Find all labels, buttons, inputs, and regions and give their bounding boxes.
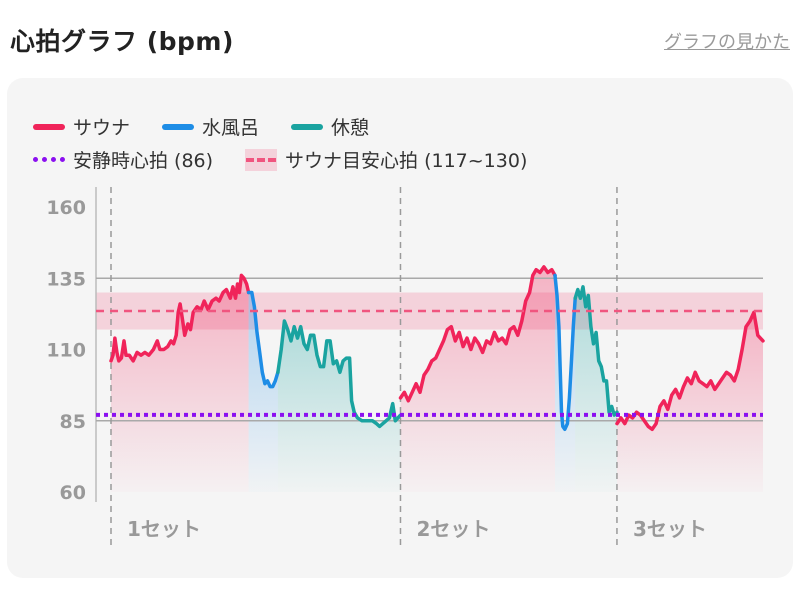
legend-item-sauna-target: サウナ目安心拍 (117~130) [245,146,527,173]
legend-swatch-sauna [33,123,65,130]
y-tick-label-110: 110 [46,340,86,362]
reference-layer [96,309,763,417]
legend-row-reference: 安静時心拍 (86) サウナ目安心拍 (117~130) [33,146,559,173]
set-label-3: 3セット [633,517,707,541]
area-fill-series-0-segment-2 [617,312,763,492]
area-fill-series-1-segment-0 [248,292,278,492]
legend-swatch-resting-hr [33,157,65,162]
line-series-0-segment-0 [109,273,251,363]
y-tick-label-60: 60 [60,482,86,504]
chart-card [7,78,793,578]
legend-item-cold-bath: 水風呂 [162,113,259,140]
graph-help-link[interactable]: グラフの見かた [664,32,790,53]
line-series-1-segment-0 [246,290,280,389]
line-series-0-segment-1 [398,265,557,403]
y-tick-label-85: 85 [60,411,86,433]
set-label-1: 1セット [127,517,201,541]
legend-label-resting-hr: 安静時心拍 (86) [73,150,214,172]
label-layer: 160 135 110 85 60 1セット 2セット 3セット [46,197,707,541]
legend-item-resting-hr: 安静時心拍 (86) [33,146,213,173]
legend-item-rest: 休憩 [291,113,369,140]
legend-item-sauna: サウナ [33,113,130,140]
area-fill-series-2-segment-0 [277,321,401,492]
area-fill-series-0-segment-0 [111,275,249,492]
legend-label-cold-bath: 水風呂 [202,117,260,139]
line-layer [109,265,765,432]
line-series-1-segment-1 [553,273,577,432]
legend-row-series: サウナ 水風呂 休憩 [33,113,401,140]
line-series-2-segment-1 [573,285,619,417]
y-tick-label-135: 135 [46,268,86,290]
legend-label-sauna-target: サウナ目安心拍 (117~130) [285,150,528,172]
legend-swatch-rest [291,123,324,130]
grid-layer [95,187,763,548]
area-fill-series-2-segment-1 [575,286,617,492]
legend-label-sauna: サウナ [73,117,131,139]
legend-swatch-sauna-target [245,148,278,171]
legend-swatch-cold-bath [162,123,195,130]
area-fill-series-1-segment-1 [555,275,576,492]
line-series-2-segment-0 [276,319,403,429]
area-fill-series-0-segment-1 [400,266,555,492]
fill-layer [111,266,763,492]
y-tick-label-160: 160 [46,197,86,219]
page-title: 心拍グラフ (bpm) [10,27,234,56]
legend-label-rest: 休憩 [331,117,370,139]
set-label-2: 2セット [416,517,490,541]
